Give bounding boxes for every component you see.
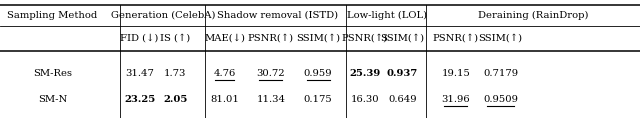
Text: Deraining (RainDrop): Deraining (RainDrop) — [478, 11, 589, 20]
Text: PSNR(↑): PSNR(↑) — [342, 34, 388, 43]
Text: PSNR(↑): PSNR(↑) — [433, 34, 479, 43]
Text: Low-light (LOL): Low-light (LOL) — [348, 11, 428, 20]
Text: 16.30: 16.30 — [351, 95, 379, 104]
Text: SSIM(↑): SSIM(↑) — [381, 34, 424, 43]
Text: 0.959: 0.959 — [304, 69, 332, 78]
Text: 25.39: 25.39 — [349, 69, 380, 78]
Text: 19.15: 19.15 — [441, 69, 470, 78]
Text: SSIM(↑): SSIM(↑) — [479, 34, 522, 43]
Text: SM-Res: SM-Res — [33, 69, 72, 78]
Text: SM-N: SM-N — [38, 95, 67, 104]
Text: 30.72: 30.72 — [257, 69, 285, 78]
Text: 23.25: 23.25 — [124, 95, 155, 104]
Text: 31.96: 31.96 — [442, 95, 470, 104]
Text: 1.73: 1.73 — [164, 69, 186, 78]
Text: PSNR(↑): PSNR(↑) — [248, 34, 294, 43]
Text: MAE(↓): MAE(↓) — [204, 34, 245, 43]
Text: 4.76: 4.76 — [214, 69, 236, 78]
Text: 0.9509: 0.9509 — [483, 95, 518, 104]
Text: 0.649: 0.649 — [388, 95, 417, 104]
Text: 81.01: 81.01 — [210, 95, 239, 104]
Text: 0.175: 0.175 — [304, 95, 332, 104]
Text: SSIM(↑): SSIM(↑) — [296, 34, 340, 43]
Text: 11.34: 11.34 — [256, 95, 285, 104]
Text: 0.7179: 0.7179 — [483, 69, 518, 78]
Text: FID (↓): FID (↓) — [120, 34, 159, 43]
Text: Sampling Method: Sampling Method — [7, 11, 98, 20]
Text: Shadow removal (ISTD): Shadow removal (ISTD) — [216, 11, 338, 20]
Text: 0.937: 0.937 — [387, 69, 418, 78]
Text: IS (↑): IS (↑) — [160, 34, 191, 43]
Text: Generation (CelebA): Generation (CelebA) — [111, 11, 216, 20]
Text: 2.05: 2.05 — [163, 95, 188, 104]
Text: 31.47: 31.47 — [125, 69, 154, 78]
